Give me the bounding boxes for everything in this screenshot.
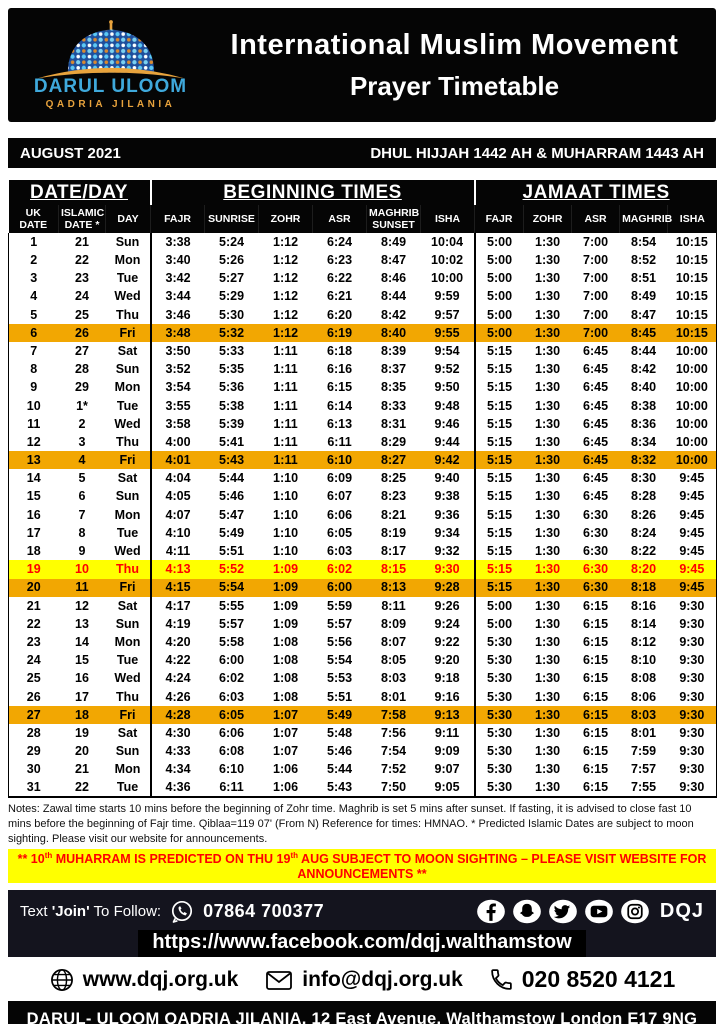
col-day: DAY [104,205,151,233]
logo-title: DARUL ULOOM [33,76,188,97]
col-maghrib-jamaat: MAGHRIB [619,205,672,233]
notes-text: Notes: Zawal time starts 10 mins before … [8,802,694,845]
col-isha-begin: ISHA [420,205,475,233]
whatsapp-number[interactable]: 07864 700377 [203,901,325,921]
col-sunrise: SUNRISE [204,205,259,233]
timetable-row: 7 27 Sat 3:50 5:33 1:11 6:18 8:39 9:54 5:15 1:3… [8,342,718,361]
mosque-dome-icon [37,20,184,79]
col-zohr-jamaat: ZOHR [523,205,572,233]
logo-subtitle: QADRIA JILANIA [45,99,176,110]
timetable-row: 11 2 Wed 3:58 5:39 1:11 6:13 8:31 9:46 5:15 1:3… [8,414,718,434]
timetable-row: 24 15 Tue 4:22 6:00 1:08 5:54 8:05 9:20 5:30 1:… [8,651,718,670]
instagram-icon[interactable] [620,899,650,924]
page-title: International Muslim Movement [230,28,679,61]
timetable-row: 9 29 Mon 3:54 5:36 1:11 6:15 8:35 9:50 5:15 1:3… [8,378,718,397]
timetable-row: 22 13 Sun 4:19 5:57 1:09 5:57 8:09 9:24 5:00 1:… [8,614,718,634]
group-beginning-times: BEGINNING TIMES [149,180,475,205]
page-subtitle: Prayer Timetable [349,70,560,101]
timetable-row: 6 26 Fri 3:48 5:32 1:12 6:19 8:40 9:55 5:00 1:3… [8,323,718,343]
col-zohr-begin: ZOHR [258,205,313,233]
col-uk-date: UK DATE [8,205,59,233]
column-header-row: UK DATE ISLAMIC DATE * DAY FAJR SUNRISE … [8,205,717,233]
youtube-icon[interactable] [584,899,614,924]
phone-icon [490,969,512,990]
timetable-row: 12 3 Thu 4:00 5:41 1:11 6:11 8:29 9:44 5:15 1:3… [8,433,718,452]
timetable-row: 27 18 Fri 4:28 6:05 1:07 5:49 7:58 9:13 5:30 1:… [8,705,718,725]
timetable-row: 21 12 Sat 4:17 5:55 1:09 5:59 8:11 9:26 5:00 1:… [8,596,718,615]
timetable-row: 5 25 Thu 3:46 5:30 1:12 6:20 8:42 9:57 5:00 1:3… [8,305,718,324]
group-jamaat-times: JAMAAT TIMES [473,180,717,205]
twitter-icon[interactable] [548,899,578,924]
timetable-row: 10 1* Tue 3:55 5:38 1:11 6:14 8:33 9:48 5:15 1:… [8,396,718,415]
whatsapp-icon[interactable] [169,899,195,925]
islamic-months: DHUL HIJJAH 1442 AH & MUHARRAM 1443 AH [370,144,704,162]
address-text: DARUL- ULOOM QADRIA JILANIA, 12 East Ave… [26,1009,698,1024]
group-header-row: DATE/DAY BEGINNING TIMES JAMAAT TIMES [8,180,717,205]
prayer-timetable: DATE/DAY BEGINNING TIMES JAMAAT TIMES UK… [8,180,718,798]
website-link[interactable]: www.dqj.org.uk [49,967,238,993]
muharram-announcement: ** 10th MUHARRAM IS PREDICTED ON THU 19t… [8,849,716,883]
address-bar: DARUL- ULOOM QADRIA JILANIA, 12 East Ave… [8,1000,716,1024]
email-link[interactable]: info@dqj.org.uk [264,968,463,992]
timetable-row: 18 9 Wed 4:11 5:51 1:10 6:03 8:17 9:32 5:15 1:3… [8,542,718,561]
col-maghrib-sunset: MAGHRIB SUNSET [366,205,421,233]
gregorian-month: AUGUST 2021 [20,144,121,162]
timetable-row: 31 22 Tue 4:36 6:11 1:06 5:43 7:50 9:05 5:30 1:… [8,778,718,798]
facebook-icon[interactable] [476,899,506,924]
snapchat-icon[interactable] [512,899,542,924]
contact-bar: www.dqj.org.uk info@dqj.org.uk 020 8520 … [8,959,716,1001]
follow-text: Text 'Join' To Follow: [20,903,162,920]
timetable-row: 3 23 Tue 3:42 5:27 1:12 6:22 8:46 10:00 5:00 1:… [8,269,718,288]
col-fajr-jamaat: FAJR [474,205,524,233]
timetable-row: 14 5 Sat 4:04 5:44 1:10 6:09 8:25 9:40 5:15 1:3… [8,469,718,488]
timetable-row: 30 21 Mon 4:34 6:10 1:06 5:44 7:52 9:07 5:30 1:… [8,760,718,779]
col-isha-jamaat: ISHA [667,205,717,233]
envelope-icon [266,970,293,990]
col-asr-jamaat: ASR [571,205,620,233]
timetable-row: 25 16 Wed 4:24 6:02 1:08 5:53 8:03 9:18 5:30 1:… [8,669,718,688]
timetable-row: 1 21 Sun 3:38 5:24 1:12 6:24 8:49 10:04 5:00 1:… [8,233,718,252]
timetable-row: 16 7 Mon 4:07 5:47 1:10 6:06 8:21 9:36 5:15 1:3… [8,505,718,524]
timetable-row: 15 6 Sun 4:05 5:46 1:10 6:07 8:23 9:38 5:15 1:3… [8,487,718,506]
col-fajr-begin: FAJR [150,205,205,233]
month-bar: AUGUST 2021 DHUL HIJJAH 1442 AH & MUHARR… [8,138,716,168]
timetable-row: 4 24 Wed 3:44 5:29 1:12 6:21 8:44 9:59 5:00 1:3… [8,287,718,306]
timetable-row: 20 11 Fri 4:15 5:54 1:09 6:00 8:13 9:28 5:15 1:… [8,578,718,597]
social-bar: Text 'Join' To Follow: 07864 700377 [8,889,716,957]
facebook-url[interactable]: https://www.facebook.com/dqj.walthamstow [138,929,586,957]
globe-icon [50,968,73,991]
timetable-row: 29 20 Sun 4:33 6:08 1:07 5:46 7:54 9:09 5:30 1:… [8,742,718,761]
timetable-row: 17 8 Tue 4:10 5:49 1:10 6:05 8:19 9:34 5:15 1:3… [8,524,718,543]
col-islamic-date: ISLAMIC DATE * [58,205,106,233]
timetable-row: 13 4 Fri 4:01 5:43 1:11 6:10 8:27 9:42 5:15 1:3… [8,451,718,470]
phone-link[interactable]: 020 8520 4121 [489,966,675,993]
col-asr-begin: ASR [312,205,367,233]
timetable-row: 26 17 Thu 4:26 6:03 1:08 5:51 8:01 9:16 5:30 1:… [8,687,718,706]
timetable-row: 28 19 Sat 4:30 6:06 1:07 5:48 7:56 9:11 5:30 1:… [8,724,718,743]
timetable-row: 23 14 Mon 4:20 5:58 1:08 5:56 8:07 9:22 5:30 1:… [8,633,718,652]
timetable-body: 1 21 Sun 3:38 5:24 1:12 6:24 8:49 10:04 5:00 1:… [8,233,718,798]
dqj-brand: DQJ [659,900,704,922]
timetable-row: 8 28 Sun 3:52 5:35 1:11 6:16 8:37 9:52 5:15 1:3… [8,360,718,379]
timetable-row: 19 10 Thu 4:13 5:52 1:09 6:02 8:15 9:30 5:15 1:… [8,560,718,579]
group-date-day: DATE/DAY [8,180,151,205]
organisation-logo: DARUL ULOOM QADRIA JILANIA [18,20,203,110]
header-banner: DARUL ULOOM QADRIA JILANIA International… [8,8,716,122]
timetable-row: 2 22 Mon 3:40 5:26 1:12 6:23 8:47 10:02 5:00 1:… [8,251,718,270]
